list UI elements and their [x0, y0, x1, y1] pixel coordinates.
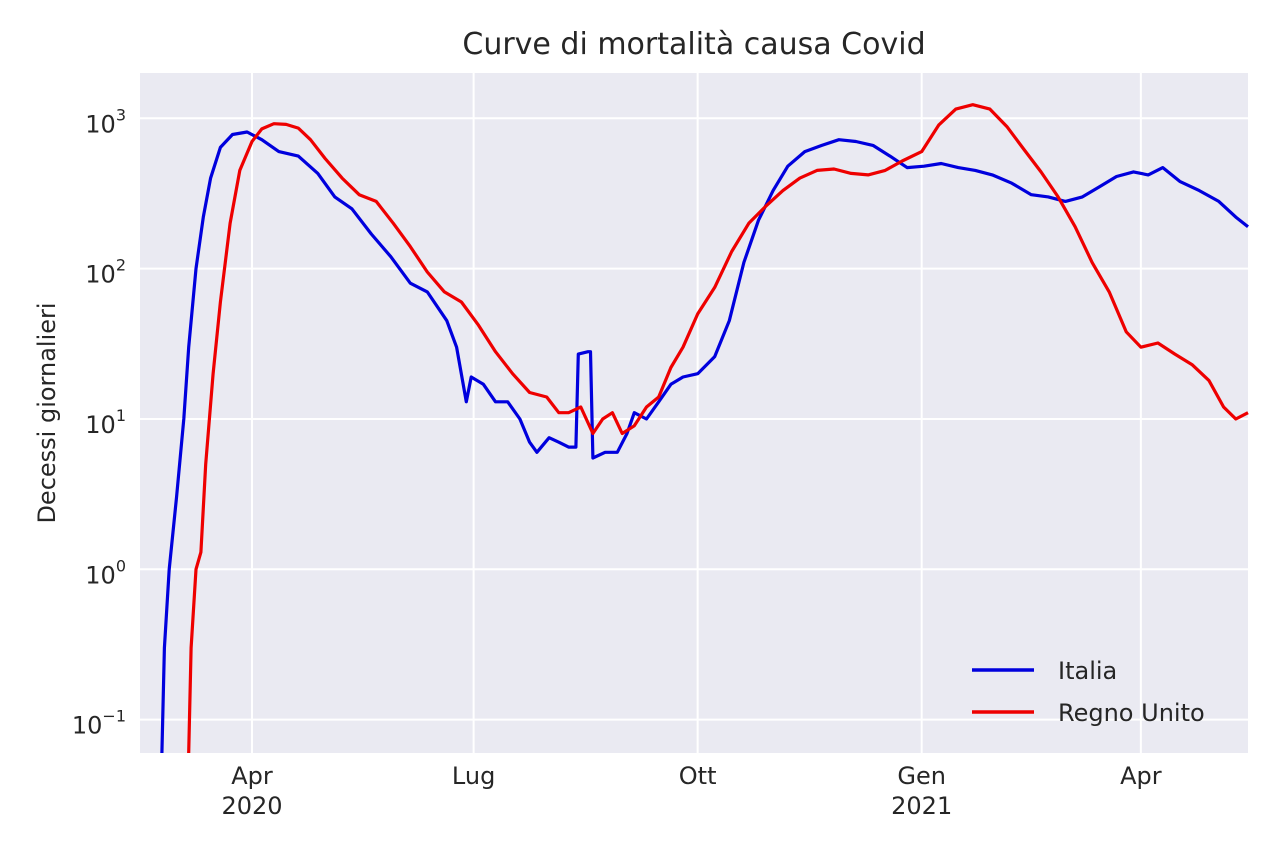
series-lines	[160, 103, 1249, 754]
chart-title: Curve di mortalità causa Covid	[462, 27, 925, 62]
y-tick-label: 100	[85, 556, 126, 589]
x-tick-label: Apr	[1120, 762, 1162, 790]
y-tick-label: 10−1	[72, 707, 126, 740]
series-line-1	[187, 103, 1249, 754]
grid	[140, 73, 1248, 753]
legend: Italia Regno Unito	[972, 657, 1205, 727]
x-tick-sublabel: 2020	[221, 792, 282, 820]
y-tick-label: 103	[85, 105, 126, 138]
y-axis-title: Decessi giornalieri	[33, 302, 61, 523]
legend-label: Regno Unito	[1058, 699, 1205, 727]
y-tick-label: 101	[85, 406, 126, 439]
x-tick-label: Gen	[897, 762, 946, 790]
x-tick-sublabel: 2021	[891, 792, 952, 820]
x-tick-label: Apr	[231, 762, 273, 790]
plot-background	[140, 73, 1248, 753]
series-line-0	[160, 130, 1249, 754]
legend-label: Italia	[1058, 657, 1117, 685]
y-tick-label: 102	[85, 256, 126, 289]
x-tick-label: Lug	[452, 762, 495, 790]
x-tick-label: Ott	[679, 762, 717, 790]
